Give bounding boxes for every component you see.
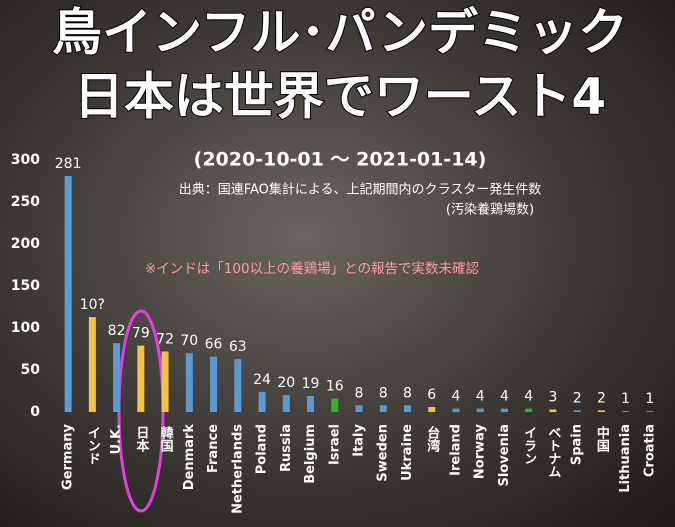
y-tick-label: 100 bbox=[11, 320, 40, 336]
bar bbox=[428, 406, 436, 412]
chart-subtitle: 日本は世界でワースト4 bbox=[74, 68, 606, 126]
y-tick-label: 50 bbox=[21, 362, 41, 378]
value-label: 66 bbox=[205, 337, 223, 353]
y-tick-label: 250 bbox=[11, 194, 40, 210]
value-label: 281 bbox=[55, 156, 82, 172]
bar bbox=[403, 405, 411, 412]
x-tick-label: ベトナム bbox=[545, 426, 561, 478]
bar bbox=[185, 353, 193, 412]
y-tick-label: 0 bbox=[30, 404, 40, 420]
value-label: 16 bbox=[326, 379, 344, 395]
y-tick-label: 300 bbox=[11, 152, 40, 168]
bar bbox=[355, 405, 363, 412]
bar bbox=[500, 408, 508, 412]
value-label: 6 bbox=[427, 387, 436, 403]
value-label: 24 bbox=[253, 372, 271, 388]
value-label: 4 bbox=[500, 389, 509, 405]
x-tick-label: Israel bbox=[327, 424, 342, 465]
bar bbox=[113, 343, 121, 412]
value-label: 8 bbox=[355, 385, 364, 401]
source-note: (汚染養鶏場数) bbox=[446, 202, 534, 218]
x-tick-label: 中国 bbox=[594, 425, 610, 453]
bar bbox=[476, 408, 484, 412]
x-tick-label: U.K. bbox=[109, 424, 124, 455]
x-tick-label: Germany bbox=[61, 423, 76, 489]
bar bbox=[622, 411, 630, 412]
value-label: 8 bbox=[379, 385, 388, 401]
x-tick-label: Ireland bbox=[448, 424, 463, 476]
value-label: 1 bbox=[621, 391, 630, 407]
value-label: 72 bbox=[156, 332, 174, 348]
bar bbox=[307, 396, 315, 412]
value-label: 1 bbox=[645, 391, 654, 407]
bar bbox=[258, 391, 266, 412]
x-tick-label: Lithuania bbox=[618, 424, 633, 493]
source: 出典：国連FAO集計による、上記期間内のクラスター発生件数 bbox=[179, 182, 542, 198]
bar bbox=[161, 351, 169, 412]
x-tick-label: インド bbox=[85, 426, 101, 465]
value-label: 82 bbox=[108, 323, 126, 339]
y-tick-label: 200 bbox=[11, 236, 40, 252]
value-label: 20 bbox=[277, 375, 295, 391]
value-label: 2 bbox=[573, 390, 582, 406]
value-label: 19 bbox=[302, 376, 320, 392]
bar bbox=[64, 175, 72, 412]
x-tick-label: Belgium bbox=[303, 424, 318, 484]
x-tick-label: 日本 bbox=[133, 426, 149, 453]
value-label: 2 bbox=[597, 390, 606, 406]
chart-title: 鳥インフル･パンデミック bbox=[52, 4, 628, 62]
bar bbox=[331, 398, 339, 412]
bar bbox=[525, 408, 533, 412]
annotation: ※インドは「100以上の養鶏場」との報告で実数未確認 bbox=[145, 260, 479, 277]
x-tick-label: Netherlands bbox=[230, 424, 245, 514]
x-tick-label: Russia bbox=[279, 424, 294, 472]
value-label: 63 bbox=[229, 339, 247, 355]
x-tick-label: Poland bbox=[255, 424, 270, 474]
value-label: 3 bbox=[548, 389, 557, 405]
bar bbox=[282, 395, 290, 412]
period: (2020-10-01 ～ 2021-01-14) bbox=[194, 149, 487, 171]
bar bbox=[210, 356, 218, 412]
x-tick-label: Slovenia bbox=[497, 424, 512, 487]
value-label: 8 bbox=[403, 385, 412, 401]
bar bbox=[549, 409, 557, 412]
bar bbox=[137, 345, 145, 412]
bar bbox=[573, 410, 581, 412]
x-tick-label: France bbox=[206, 424, 221, 473]
bar bbox=[379, 405, 387, 412]
value-label: 4 bbox=[476, 389, 485, 405]
x-tick-label: 台湾 bbox=[424, 425, 440, 453]
x-tick-label: Sweden bbox=[376, 424, 391, 482]
x-tick-label: イラン bbox=[521, 426, 537, 465]
x-tick-label: Ukraine bbox=[400, 424, 415, 481]
x-tick-label: Denmark bbox=[182, 424, 197, 491]
x-tick-label: Italy bbox=[352, 423, 367, 456]
bar bbox=[597, 410, 605, 412]
bar bbox=[646, 411, 654, 412]
y-tick-label: 150 bbox=[11, 278, 40, 294]
value-label: 79 bbox=[132, 326, 150, 342]
x-tick-label: Croatia bbox=[642, 424, 657, 477]
bar bbox=[88, 317, 96, 412]
value-label: 4 bbox=[524, 389, 533, 405]
x-tick-label: Spain bbox=[570, 424, 585, 465]
bar bbox=[234, 359, 242, 412]
value-label: 4 bbox=[451, 389, 460, 405]
bar bbox=[452, 408, 460, 412]
x-tick-label: Norway bbox=[473, 423, 488, 479]
value-label: 10? bbox=[80, 297, 105, 313]
value-label: 70 bbox=[180, 333, 198, 349]
x-tick-label: 韓国 bbox=[158, 425, 174, 453]
